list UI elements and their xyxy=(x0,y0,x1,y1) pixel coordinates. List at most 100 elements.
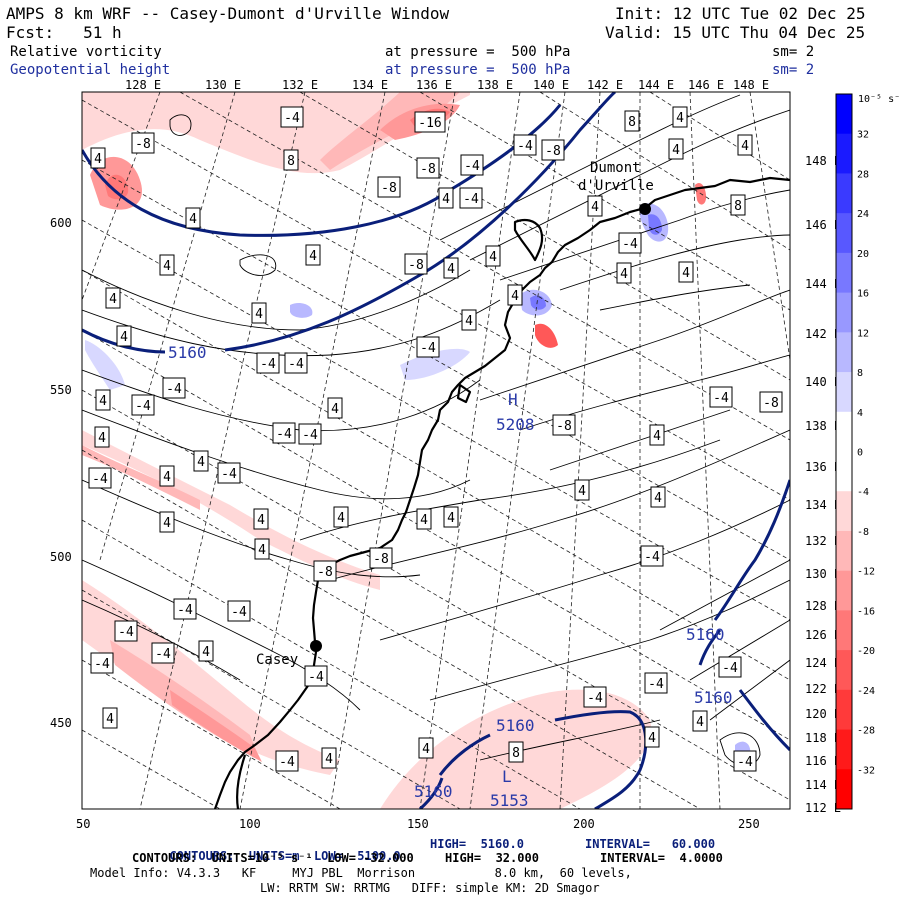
forecast-hour: Fcst: 51 h xyxy=(6,23,122,42)
vorticity-label: 4 xyxy=(327,397,343,419)
svg-text:-4: -4 xyxy=(284,111,300,126)
bottom-axis-label: 150 xyxy=(407,817,429,831)
svg-text:4: 4 xyxy=(420,513,428,528)
right-lon-label: 128 E xyxy=(805,599,841,613)
field1-smoothing: sm= 2 xyxy=(772,44,815,60)
vorticity-label: -4 xyxy=(131,394,155,416)
right-lon-label: 112 E xyxy=(805,801,841,815)
station-label-durville: d'Urville xyxy=(578,178,654,194)
svg-text:-4: -4 xyxy=(288,357,304,372)
svg-text:4: 4 xyxy=(489,250,497,265)
vorticity-label: 4 xyxy=(438,187,454,209)
svg-text:-8: -8 xyxy=(381,181,397,196)
neg-band-south-core2 xyxy=(170,690,262,762)
vorticity-label: -4 xyxy=(162,377,186,399)
vorticity-label: 4 xyxy=(649,424,665,446)
footer-height-low: CONTOURS: UNITS=m LOW= 5100.0 xyxy=(169,849,401,863)
map-title: AMPS 8 km WRF -- Casey-Dumont d'Urville … xyxy=(6,4,450,23)
vorticity-label: -4 xyxy=(640,545,664,567)
colorbar-label: -12 xyxy=(857,567,875,578)
vorticity-label: -4 xyxy=(298,423,322,445)
vorticity-label: 4 xyxy=(737,134,753,156)
svg-text:-4: -4 xyxy=(221,467,237,482)
vorticity-label: -8 xyxy=(313,560,337,582)
vorticity-label: 8 xyxy=(624,110,640,132)
colorbar-swatch xyxy=(836,94,852,135)
svg-text:4: 4 xyxy=(648,731,656,746)
top-lon-label: 134 E xyxy=(352,78,388,92)
right-lon-label: 146 E xyxy=(805,218,841,232)
svg-text:4: 4 xyxy=(99,394,107,409)
colorbar-label: 0 xyxy=(857,448,863,459)
left-axis-label: 550 xyxy=(50,383,72,397)
colorbar-unit: 10⁻⁵ s⁻¹ xyxy=(858,94,900,105)
top-lon-label: 130 E xyxy=(205,78,241,92)
colorbar-swatch xyxy=(836,530,852,572)
svg-text:-4: -4 xyxy=(135,399,151,414)
footer-model-info: Model Info: V4.3.3 KF MYJ PBL Morrison 8… xyxy=(90,866,632,880)
svg-text:-4: -4 xyxy=(722,661,738,676)
svg-text:4: 4 xyxy=(591,200,599,215)
vorticity-label: -4 xyxy=(173,598,197,620)
right-lon-label: 142 E xyxy=(805,327,841,341)
vorticity-label: -4 xyxy=(416,336,440,358)
contour-label-5160-southwest: 5160 xyxy=(414,782,453,801)
svg-text:4: 4 xyxy=(741,139,749,154)
svg-text:-8: -8 xyxy=(373,552,389,567)
svg-text:-4: -4 xyxy=(155,647,171,662)
right-lon-label: 122 E xyxy=(805,682,841,696)
bottom-axis-label: 250 xyxy=(738,817,760,831)
valid-time: Valid: 15 UTC Thu 04 Dec 25 xyxy=(605,23,866,42)
neg-band-west-2 xyxy=(82,445,200,510)
svg-text:-8: -8 xyxy=(135,137,151,152)
vorticity-label: -4 xyxy=(275,750,299,772)
colorbar-label: -32 xyxy=(857,765,875,776)
svg-text:4: 4 xyxy=(94,152,102,167)
field2-pressure: at pressure = 500 hPa xyxy=(385,62,571,78)
colorbar-label: -28 xyxy=(857,726,875,737)
vorticity-label: -4 xyxy=(618,232,642,254)
vorticity-label: 4 xyxy=(253,508,269,530)
vorticity-label: 4 xyxy=(650,486,666,508)
contour-label-5160-southeast: 5160 xyxy=(694,688,733,707)
right-longitude-labels: 148 E 146 E 144 E 142 E 140 E 138 E 136 E 134 E… xyxy=(805,154,841,815)
right-lon-label: 148 E xyxy=(805,154,841,168)
colorbar-swatch xyxy=(836,133,852,174)
svg-text:-4: -4 xyxy=(713,391,729,406)
bottom-axis-labels: 50 100 150 200 250 xyxy=(76,817,760,831)
top-lon-label: 140 E xyxy=(533,78,569,92)
vorticity-label: -4 xyxy=(718,656,742,678)
footer-vort-high: HIGH= 32.000 xyxy=(445,851,539,865)
neg-blob-coast xyxy=(535,323,558,348)
vorticity-label: 4 xyxy=(305,244,321,266)
vorticity-label: -4 xyxy=(114,620,138,642)
left-axis-label: 600 xyxy=(50,216,72,230)
svg-text:4: 4 xyxy=(257,513,265,528)
vorticity-label: -16 xyxy=(414,111,446,133)
field2-smoothing: sm= 2 xyxy=(772,62,815,78)
vorticity-label: 4 xyxy=(416,508,432,530)
top-lon-label: 144 E xyxy=(638,78,674,92)
geopotential-contours xyxy=(82,92,790,809)
svg-text:-4: -4 xyxy=(517,139,533,154)
svg-text:-4: -4 xyxy=(118,625,134,640)
svg-text:4: 4 xyxy=(447,511,455,526)
bottom-axis-label: 100 xyxy=(239,817,261,831)
top-lon-label: 146 E xyxy=(688,78,724,92)
high-marker: H xyxy=(508,390,518,409)
vorticity-label: -4 xyxy=(733,750,757,772)
vorticity-label: -4 xyxy=(227,600,251,622)
colorbar-swatch xyxy=(836,451,852,492)
svg-text:4: 4 xyxy=(325,752,333,767)
footer-height-contours: CONTOURS: UNITS=m LOW= 5100.0 xyxy=(155,838,401,863)
vorticity-label: -4 xyxy=(304,665,328,687)
vorticity-label: 4 xyxy=(672,106,688,128)
vorticity-label: -4 xyxy=(513,134,537,156)
colorbar-label: -20 xyxy=(857,646,875,657)
vorticity-label: -4 xyxy=(272,422,296,444)
right-lon-label: 124 E xyxy=(805,656,841,670)
svg-text:8: 8 xyxy=(734,199,742,214)
svg-text:-8: -8 xyxy=(763,396,779,411)
map-area: 5160 5160 5160 5160 5160 H 5208 L 5153 D… xyxy=(82,92,790,809)
right-lon-label: 114 E xyxy=(805,778,841,792)
